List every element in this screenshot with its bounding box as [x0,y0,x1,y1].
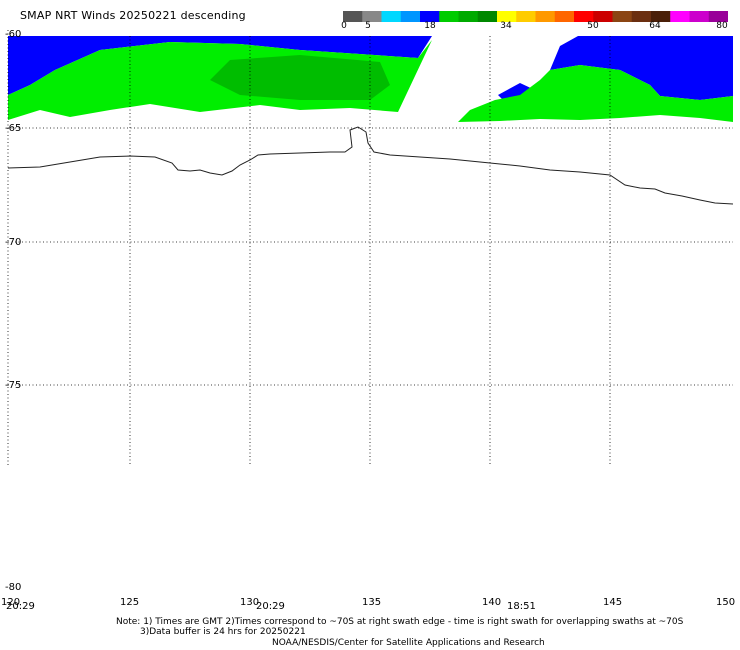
colorbar-swatch [535,11,556,22]
colorbar [343,7,729,22]
time-label-1: 20:29 [6,601,35,612]
swath-right-mid-wind [458,65,733,122]
colorbar-label-50: 50 [587,21,599,31]
colorbar-swatch [477,11,498,22]
colorbar-swatch [516,11,536,22]
wind-swath-right [458,36,733,122]
colorbar-swatches [343,11,729,22]
swath-left-core [210,55,390,100]
lat-label-70: -70 [5,237,21,248]
colorbar-swatch [381,11,402,22]
note-line-1: Note: 1) Times are GMT 2)Times correspon… [116,617,684,627]
lat-label-65: -65 [5,123,21,134]
lon-label-125: 125 [120,597,139,608]
colorbar-label-64: 64 [649,21,661,31]
lon-label-145: 145 [603,597,622,608]
colorbar-swatch [574,11,594,22]
colorbar-swatch [554,11,575,22]
colorbar-label-5: 5 [365,21,371,31]
time-label-3: 18:51 [507,601,536,612]
colorbar-swatch [708,11,729,22]
colorbar-swatch [593,11,613,22]
lat-label-75: -75 [5,380,21,391]
colorbar-swatch [670,11,690,22]
map-title: SMAP NRT Winds 20250221 descending [20,9,246,22]
colorbar-swatch [343,11,363,22]
colorbar-swatch [420,11,440,22]
lat-label-80: -80 [5,582,21,593]
swath-right-high-wind [550,36,733,100]
map-plot: -60 -65 -70 -75 -80 120 125 130 135 140 … [1,29,735,612]
lon-label-130: 130 [240,597,259,608]
lat-label-60: -60 [5,29,21,40]
note-line-2: 3)Data buffer is 24 hrs for 20250221 [140,627,306,637]
lon-label-150: 150 [716,597,735,608]
lon-label-120: 120 [1,597,20,608]
swath-left-high-wind [8,36,432,95]
colorbar-label-0: 0 [341,21,347,31]
colorbar-label-80: 80 [716,21,728,31]
time-label-2: 20:29 [256,601,285,612]
note-line-3: NOAA/NESDIS/Center for Satellite Applica… [272,638,545,648]
colorbar-swatch [439,11,459,22]
colorbar-label-34: 34 [500,21,512,31]
colorbar-swatch [631,11,652,22]
colorbar-label-18: 18 [424,21,436,31]
lon-label-135: 135 [362,597,381,608]
colorbar-swatch [497,11,517,22]
wind-swath-left [8,36,432,120]
lon-label-140: 140 [482,597,501,608]
colorbar-swatch [612,11,633,22]
colorbar-swatch [689,11,710,22]
colorbar-swatch [458,11,479,22]
antarctic-coastline [7,126,734,205]
colorbar-swatch [651,11,671,22]
colorbar-swatch [362,11,382,22]
colorbar-swatch [400,11,421,22]
